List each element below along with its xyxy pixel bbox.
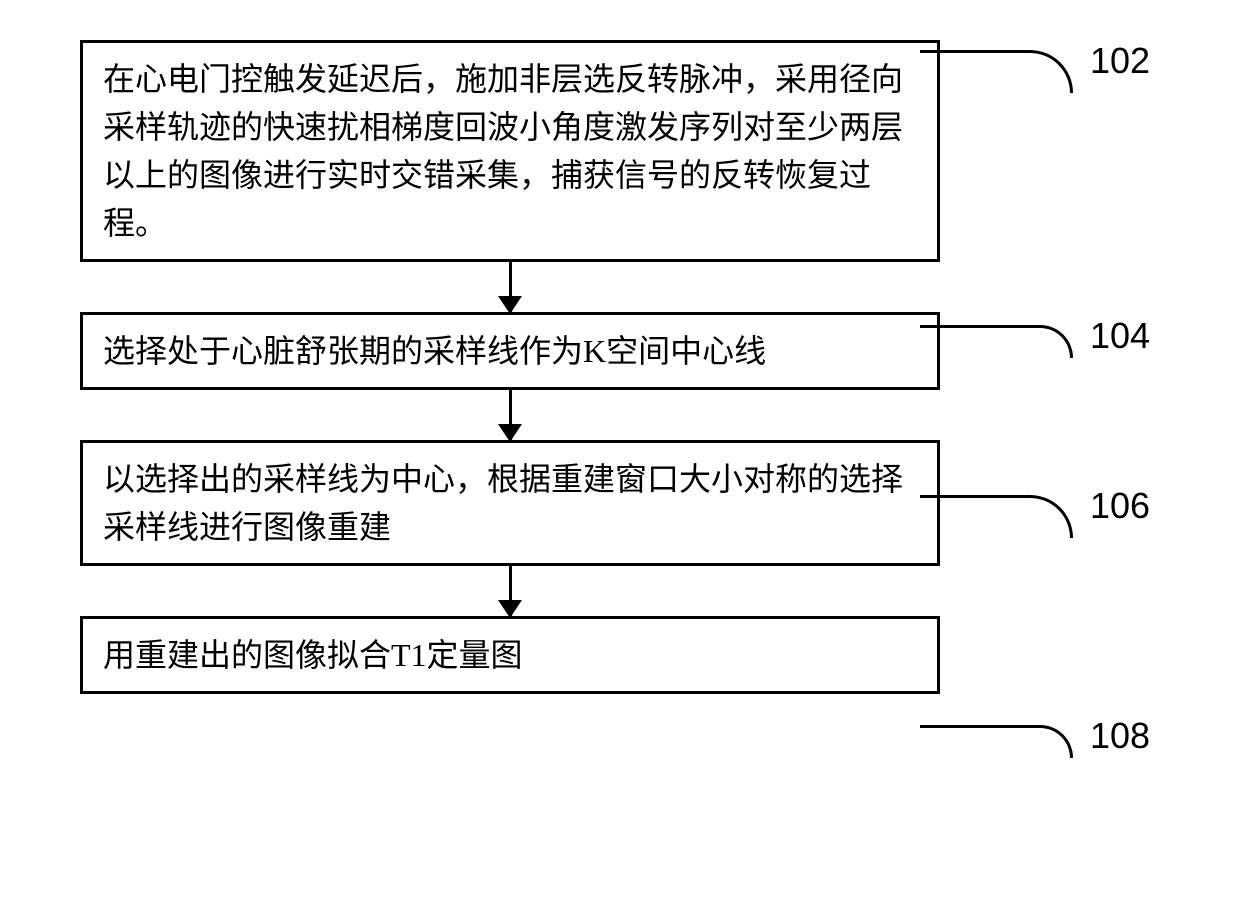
connector-line (920, 50, 1073, 93)
flowchart-container: 在心电门控触发延迟后，施加非层选反转脉冲，采用径向采样轨迹的快速扰相梯度回波小角… (60, 40, 960, 694)
step-label: 106 (1090, 485, 1150, 527)
flowchart-node-3: 以选择出的采样线为中心，根据重建窗口大小对称的选择采样线进行图像重建 (80, 440, 940, 566)
flowchart-arrow (509, 262, 512, 312)
step-label: 108 (1090, 715, 1150, 757)
flowchart-arrow (509, 566, 512, 616)
connector-line (920, 495, 1073, 538)
node-text: 在心电门控触发延迟后，施加非层选反转脉冲，采用径向采样轨迹的快速扰相梯度回波小角… (103, 61, 903, 241)
node-text: 用重建出的图像拟合T1定量图 (103, 631, 523, 679)
step-label: 102 (1090, 40, 1150, 82)
node-text: 选择处于心脏舒张期的采样线作为K空间中心线 (103, 327, 766, 375)
flowchart-node-1: 在心电门控触发延迟后，施加非层选反转脉冲，采用径向采样轨迹的快速扰相梯度回波小角… (80, 40, 940, 262)
node-text: 以选择出的采样线为中心，根据重建窗口大小对称的选择采样线进行图像重建 (103, 461, 903, 545)
flowchart-arrow (509, 390, 512, 440)
step-label: 104 (1090, 315, 1150, 357)
connector-line (920, 325, 1073, 358)
flowchart-node-4: 用重建出的图像拟合T1定量图 (80, 616, 940, 694)
flowchart-node-2: 选择处于心脏舒张期的采样线作为K空间中心线 (80, 312, 940, 390)
connector-line (920, 725, 1073, 758)
